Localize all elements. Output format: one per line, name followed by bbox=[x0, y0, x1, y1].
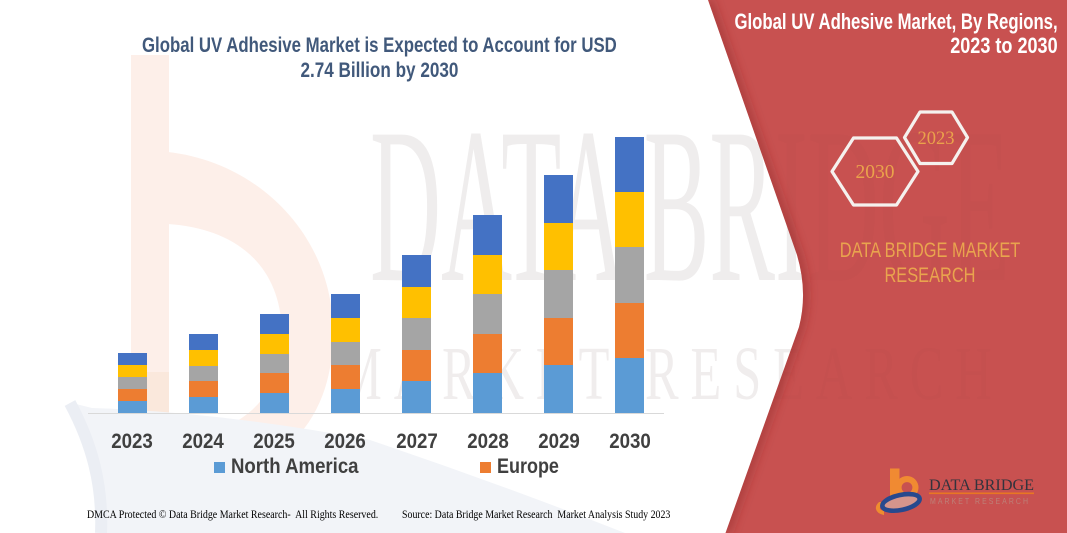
svg-text:DATA BRIDGE: DATA BRIDGE bbox=[929, 477, 1034, 494]
svg-text:2030: 2030 bbox=[856, 162, 895, 183]
svg-text:MARKET RESEARCH: MARKET RESEARCH bbox=[930, 496, 1030, 506]
svg-text:2023: 2023 bbox=[918, 129, 955, 149]
